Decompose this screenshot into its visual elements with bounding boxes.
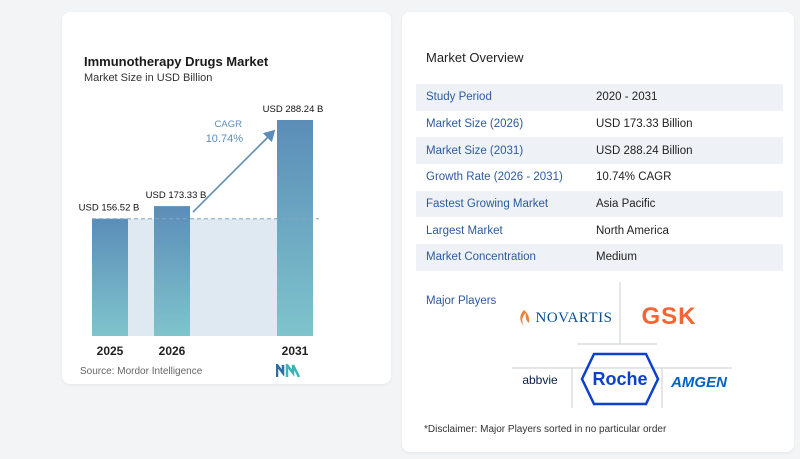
source-note: Source: Mordor Intelligence bbox=[80, 366, 203, 377]
overview-row-label: Fastest Growing Market bbox=[426, 198, 549, 211]
growth-arrow bbox=[192, 129, 276, 213]
x-tick-2026: 2026 bbox=[159, 344, 186, 358]
novartis-wordmark: NOVARTIS bbox=[535, 309, 613, 326]
overview-row-value: 10.74% CAGR bbox=[596, 171, 672, 184]
bar-2026 bbox=[154, 206, 190, 336]
gsk-wordmark: GSK bbox=[641, 303, 697, 330]
mordor-logo-icon bbox=[275, 361, 301, 383]
roche-logo: Roche bbox=[580, 350, 660, 408]
chart-subtitle: Market Size in USD Billion bbox=[84, 72, 213, 84]
value-label-2025: USD 156.52 B bbox=[79, 203, 140, 214]
chart-title: Immunotherapy Drugs Market bbox=[84, 54, 269, 69]
cagr-label: CAGR bbox=[215, 119, 243, 130]
overview-row: Market Size (2026) USD 173.33 Billion bbox=[416, 111, 783, 138]
x-tick-2031: 2031 bbox=[282, 344, 309, 358]
bar-2031 bbox=[277, 120, 313, 336]
roche-wordmark: Roche bbox=[592, 368, 648, 389]
major-players-title: Major Players bbox=[426, 295, 497, 307]
bar-chart: USD 156.52 B USD 173.33 B USD 288.24 B 2025… bbox=[79, 104, 324, 358]
overview-row-label: Market Concentration bbox=[426, 251, 536, 264]
overview-row-label: Growth Rate (2026 - 2031) bbox=[426, 171, 563, 184]
overview-row-value: USD 288.24 Billion bbox=[596, 144, 693, 157]
chart-card: Immunotherapy Drugs Market Market Size i… bbox=[62, 12, 391, 384]
abbvie-wordmark: abbvie bbox=[522, 373, 558, 387]
overview-row-label: Study Period bbox=[426, 91, 492, 104]
x-tick-2025: 2025 bbox=[97, 344, 124, 358]
bar-2025 bbox=[92, 218, 128, 336]
overview-row-value: Asia Pacific bbox=[596, 198, 656, 211]
amgen-logo: AMGEN bbox=[664, 372, 734, 392]
overview-row-label: Market Size (2031) bbox=[426, 144, 524, 157]
overview-row: Market Concentration Medium bbox=[416, 244, 783, 271]
overview-row: Study Period 2020 - 2031 bbox=[416, 84, 783, 111]
roche-hexagon-icon bbox=[580, 352, 660, 406]
overview-row-label: Market Size (2026) bbox=[426, 118, 524, 131]
overview-table: Study Period 2020 - 2031 Market Size (2026… bbox=[416, 84, 783, 271]
overview-row-value: USD 173.33 Billion bbox=[596, 118, 693, 131]
overview-row: Fastest Growing Market Asia Pacific bbox=[416, 190, 783, 218]
overview-row: Market Size (2031) USD 288.24 Billion bbox=[416, 137, 783, 165]
novartis-flame-icon bbox=[520, 310, 530, 326]
cagr-value: 10.74% bbox=[206, 133, 244, 145]
overview-title: Market Overview bbox=[426, 50, 524, 65]
overview-row-value: North America bbox=[596, 224, 669, 237]
amgen-wordmark: AMGEN bbox=[671, 373, 727, 391]
players-grid bbox=[512, 282, 732, 408]
overview-row: Largest Market North America bbox=[416, 217, 783, 244]
value-label-2026: USD 173.33 B bbox=[146, 190, 207, 201]
gsk-logo: GSK bbox=[634, 302, 704, 332]
overview-card: Market Overview Study Period 2020 - 2031 M… bbox=[402, 12, 794, 452]
overview-row-value: 2020 - 2031 bbox=[596, 91, 658, 104]
overview-row-value: Medium bbox=[596, 251, 637, 264]
novartis-logo: NOVARTIS bbox=[510, 304, 620, 332]
abbvie-logo: abbvie bbox=[510, 370, 570, 390]
disclaimer: *Disclaimer: Major Players sorted in no … bbox=[424, 424, 667, 435]
overview-row: Growth Rate (2026 - 2031) 10.74% CAGR bbox=[416, 164, 783, 191]
value-label-2031: USD 288.24 B bbox=[263, 104, 324, 115]
overview-row-label: Largest Market bbox=[426, 224, 503, 237]
